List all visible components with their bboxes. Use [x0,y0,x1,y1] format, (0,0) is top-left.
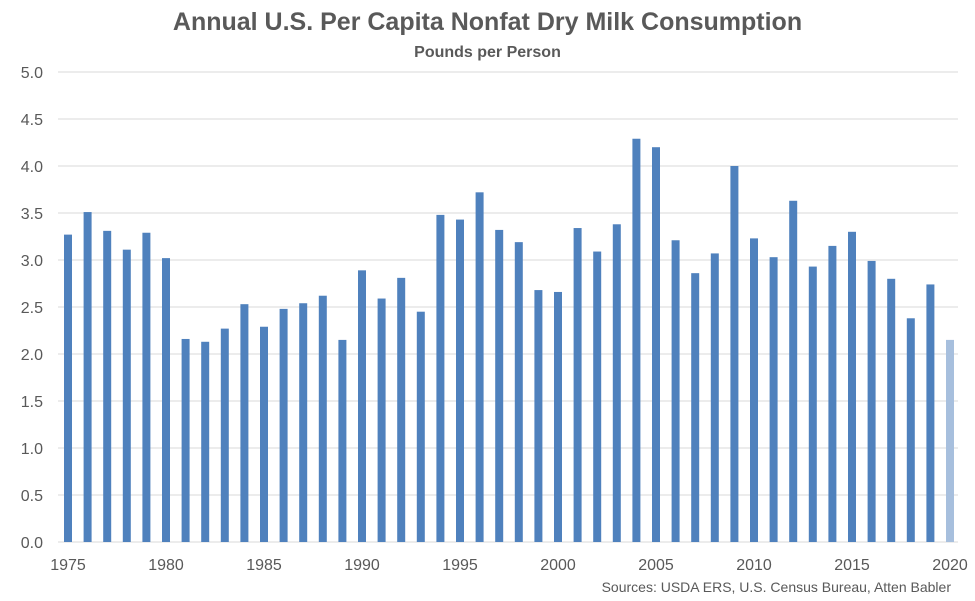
bar-1986 [279,308,288,542]
y-tick-label: 5.0 [21,65,43,82]
bar-2000 [554,291,562,542]
x-tick-label: 2000 [540,557,576,574]
y-axis-ticks: 0.0 0.5 1.0 1.5 2.0 2.5 3.0 3.5 4.0 4.5 5.0 [21,65,43,552]
bar-2016 [867,260,876,542]
bar-2017 [887,278,896,542]
y-tick-label: 3.5 [21,206,43,223]
x-tick-label: 1985 [246,557,282,574]
x-tick-label: 2010 [736,557,772,574]
bar-1976 [83,212,92,542]
bar-1997 [495,229,504,543]
bar-2007 [691,273,700,542]
source-note: Sources: USDA ERS, U.S. Census Bureau, A… [601,579,951,595]
bar-1987 [299,303,308,542]
bar-2013 [808,266,817,542]
y-tick-label: 4.5 [21,112,43,129]
bar-1982 [201,341,210,542]
x-tick-label: 1990 [344,557,380,574]
bar-1990 [358,270,366,542]
chart-subtitle: Pounds per Person [414,44,561,61]
y-tick-label: 1.5 [21,394,43,411]
bar-2006 [671,240,680,542]
bar-2009 [730,166,739,542]
bar-1988 [318,295,327,542]
bar-1984 [240,304,249,542]
bar-1981 [181,338,190,542]
y-tick-label: 1.0 [21,441,43,458]
bar-2003 [612,224,621,542]
x-tick-label: 2015 [834,557,870,574]
bar-1999 [534,290,543,542]
bars [64,138,954,543]
x-tick-label: 1980 [148,557,184,574]
bar-2011 [769,257,778,542]
bar-1994 [436,214,445,542]
bar-2012 [789,200,798,542]
bar-2005 [652,147,660,542]
bar-2008 [710,253,719,543]
bar-1985 [260,326,268,542]
bar-2014 [828,245,837,542]
bar-1992 [397,277,406,542]
bar-2010 [750,238,758,542]
bar-1993 [416,311,425,542]
bar-2002 [593,251,602,543]
bar-2001 [573,228,582,543]
x-axis-ticks: 1975 1980 1985 1990 1995 2000 2005 2010 2015 2020 [50,557,968,574]
x-tick-label: 1995 [442,557,478,574]
y-tick-label: 4.0 [21,159,43,176]
y-tick-label: 2.0 [21,347,43,364]
x-tick-label: 2005 [638,557,674,574]
bar-1977 [103,230,112,543]
x-tick-label: 1975 [50,557,86,574]
x-tick-label: 2020 [932,557,968,574]
bar-1991 [377,298,386,542]
gridlines [58,71,958,543]
bar-1978 [122,249,131,542]
y-tick-label: 3.0 [21,253,43,270]
bar-2015 [848,231,856,543]
bar-2018 [906,318,915,542]
y-tick-label: 0.5 [21,488,43,505]
bar-2020 [946,339,954,542]
bar-2004 [632,138,641,543]
bar-1998 [514,242,523,542]
bar-1996 [475,192,484,542]
y-tick-label: 2.5 [21,300,43,317]
bar-1989 [338,339,347,542]
bar-1979 [142,232,151,543]
y-tick-label: 0.0 [21,535,43,552]
bar-1980 [162,258,170,542]
bar-2019 [926,284,935,542]
bar-1983 [220,328,229,542]
chart-title: Annual U.S. Per Capita Nonfat Dry Milk C… [172,8,803,36]
bar-1995 [456,219,464,542]
bar-1975 [64,234,72,542]
